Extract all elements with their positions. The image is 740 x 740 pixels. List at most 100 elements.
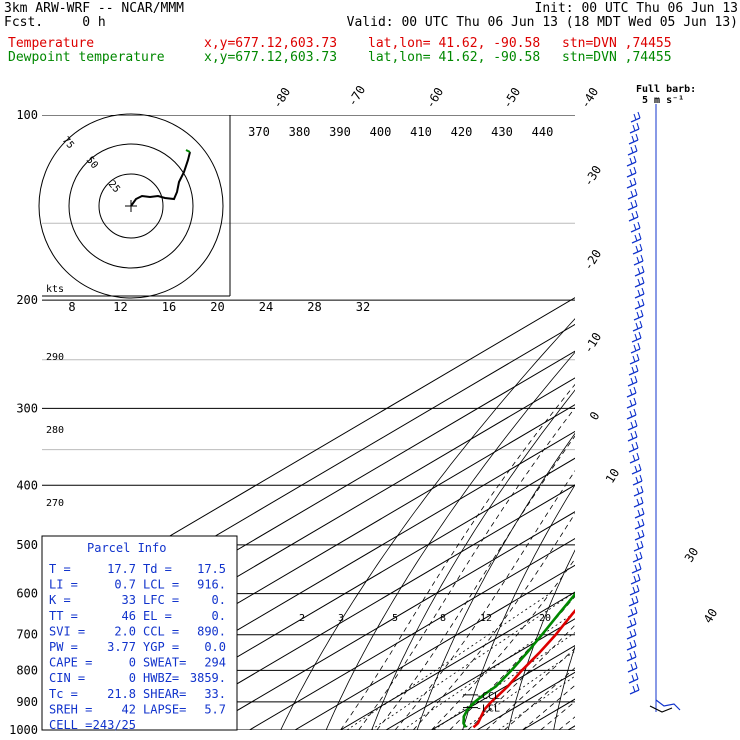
wind-barb xyxy=(634,234,638,242)
wind-barb xyxy=(637,520,641,528)
wind-barb xyxy=(634,199,638,207)
pressure-tick-label: 700 xyxy=(16,628,38,642)
isotherm-label: -50 xyxy=(500,85,523,111)
dry-adiabat xyxy=(462,484,575,730)
wind-barb xyxy=(640,540,644,548)
wind-barb xyxy=(634,188,638,196)
isotherm-label: -70 xyxy=(345,83,368,109)
wind-barb xyxy=(632,685,636,693)
isotherm-label: 10 xyxy=(603,466,623,486)
hodograph-trace xyxy=(130,151,191,207)
wind-barb xyxy=(630,377,634,385)
parcel-info-key: YGP = xyxy=(143,640,179,654)
pressure-tick-label: 300 xyxy=(16,401,38,415)
parcel-info-value: 0.0 xyxy=(204,640,226,654)
wind-barb xyxy=(641,265,645,273)
parcel-info-value: 46 xyxy=(122,609,136,623)
wind-barb xyxy=(641,529,645,537)
mixing-ratio-line xyxy=(346,593,551,730)
pressure-tick-label: 100 xyxy=(16,108,38,122)
isotherm xyxy=(476,671,575,730)
moist-adiabat xyxy=(504,667,575,730)
parcel-info-value: 21.8 xyxy=(107,687,136,701)
wind-barb xyxy=(630,201,634,209)
isotherm xyxy=(567,725,575,730)
hodograph-ring xyxy=(68,143,194,269)
wind-barb xyxy=(633,177,637,185)
wind-barb xyxy=(633,113,637,121)
parcel-info-key: LI = xyxy=(49,578,78,592)
theta-label: 410 xyxy=(410,125,432,139)
wind-barb xyxy=(631,135,635,143)
wind-barb xyxy=(641,298,645,306)
parcel-info-key: LFC = xyxy=(143,593,179,607)
mixing-ratio-line xyxy=(402,611,575,730)
parcel-info-value: 243/25 xyxy=(93,718,136,732)
dry-adiabat xyxy=(690,115,740,740)
temperature-legend-xy: x,y=677.12,603.73 xyxy=(204,36,338,51)
wind-barb xyxy=(629,410,633,418)
pressure-tick-label: 900 xyxy=(16,695,38,709)
isotherm xyxy=(203,511,575,730)
dewpoint-legend-latlon: lat,lon= 41.62, -90.58 xyxy=(368,50,541,65)
wind-barb xyxy=(635,364,639,372)
wind-barb xyxy=(641,507,645,515)
low-theta-label: 270 xyxy=(46,498,64,509)
theta-label: 400 xyxy=(370,125,392,139)
wind-barb xyxy=(634,144,638,152)
dry-adiabat xyxy=(371,389,575,730)
wind-barbs: Full barb:5 m s⁻¹ xyxy=(626,84,696,713)
low-theta-label: 290 xyxy=(46,352,64,363)
parcel-info-value: 0. xyxy=(212,593,226,607)
mixing-ratio-line xyxy=(370,593,573,730)
wind-barb xyxy=(629,168,633,176)
moist-adiabat xyxy=(431,558,575,730)
wind-barb xyxy=(641,518,645,526)
isotherm xyxy=(67,430,575,730)
parcel-info-key: CAPE = xyxy=(49,656,92,670)
wind-barb xyxy=(630,663,634,671)
pressure-tick-label: 200 xyxy=(16,293,38,307)
wind-barb xyxy=(629,157,633,165)
moist-adiabat xyxy=(467,624,575,730)
parcel-info-value: 0 xyxy=(129,671,136,685)
wind-barb xyxy=(633,617,637,625)
dry-adiabat xyxy=(325,351,575,730)
parcel-info-value: 3859. xyxy=(190,671,226,685)
isotherm xyxy=(42,297,575,612)
hodograph-unit: kts xyxy=(46,284,64,295)
wind-barb xyxy=(638,232,642,240)
wind-barb xyxy=(638,463,642,471)
sounding-traces xyxy=(462,592,575,729)
mixing-ratio-label: 5 xyxy=(392,613,398,624)
wind-barb xyxy=(634,430,638,438)
parcel-info-key: SWEAT= xyxy=(143,656,186,670)
pressure-axis: 100 200 300 400 500 600 700 800 900 1000 xyxy=(9,108,38,737)
isotherm-label: -80 xyxy=(270,85,293,111)
wind-barb xyxy=(631,597,635,605)
forecast-hour: Fcst. 0 h xyxy=(4,15,106,30)
hodograph: 25 50 75 kts xyxy=(38,113,231,299)
isotherm xyxy=(294,564,575,730)
wind-barb xyxy=(637,267,641,275)
wind-barb xyxy=(631,674,635,682)
moist-adiabat xyxy=(394,470,575,730)
moist-adiabat xyxy=(340,383,575,730)
isotherm xyxy=(340,591,575,730)
mixing-ratio-label: 3 xyxy=(338,613,344,624)
wind-barb xyxy=(633,386,637,394)
wind-barb xyxy=(636,683,640,691)
wind-barb xyxy=(640,496,644,504)
wind-barb xyxy=(636,353,640,361)
wind-barb xyxy=(639,320,643,328)
wind-barb xyxy=(636,498,640,506)
isotherm xyxy=(385,618,575,730)
wind-barb xyxy=(634,333,638,341)
barb-legend-value: 5 m s⁻¹ xyxy=(642,95,684,106)
parcel-info-key: CIN = xyxy=(49,671,85,685)
mixing-ratio-label: 20 xyxy=(210,300,224,314)
wind-barb xyxy=(633,344,637,352)
temperature-legend-latlon: lat,lon= 41.62, -90.58 xyxy=(368,36,541,51)
wind-barb xyxy=(633,639,637,647)
wind-barb xyxy=(632,454,636,462)
